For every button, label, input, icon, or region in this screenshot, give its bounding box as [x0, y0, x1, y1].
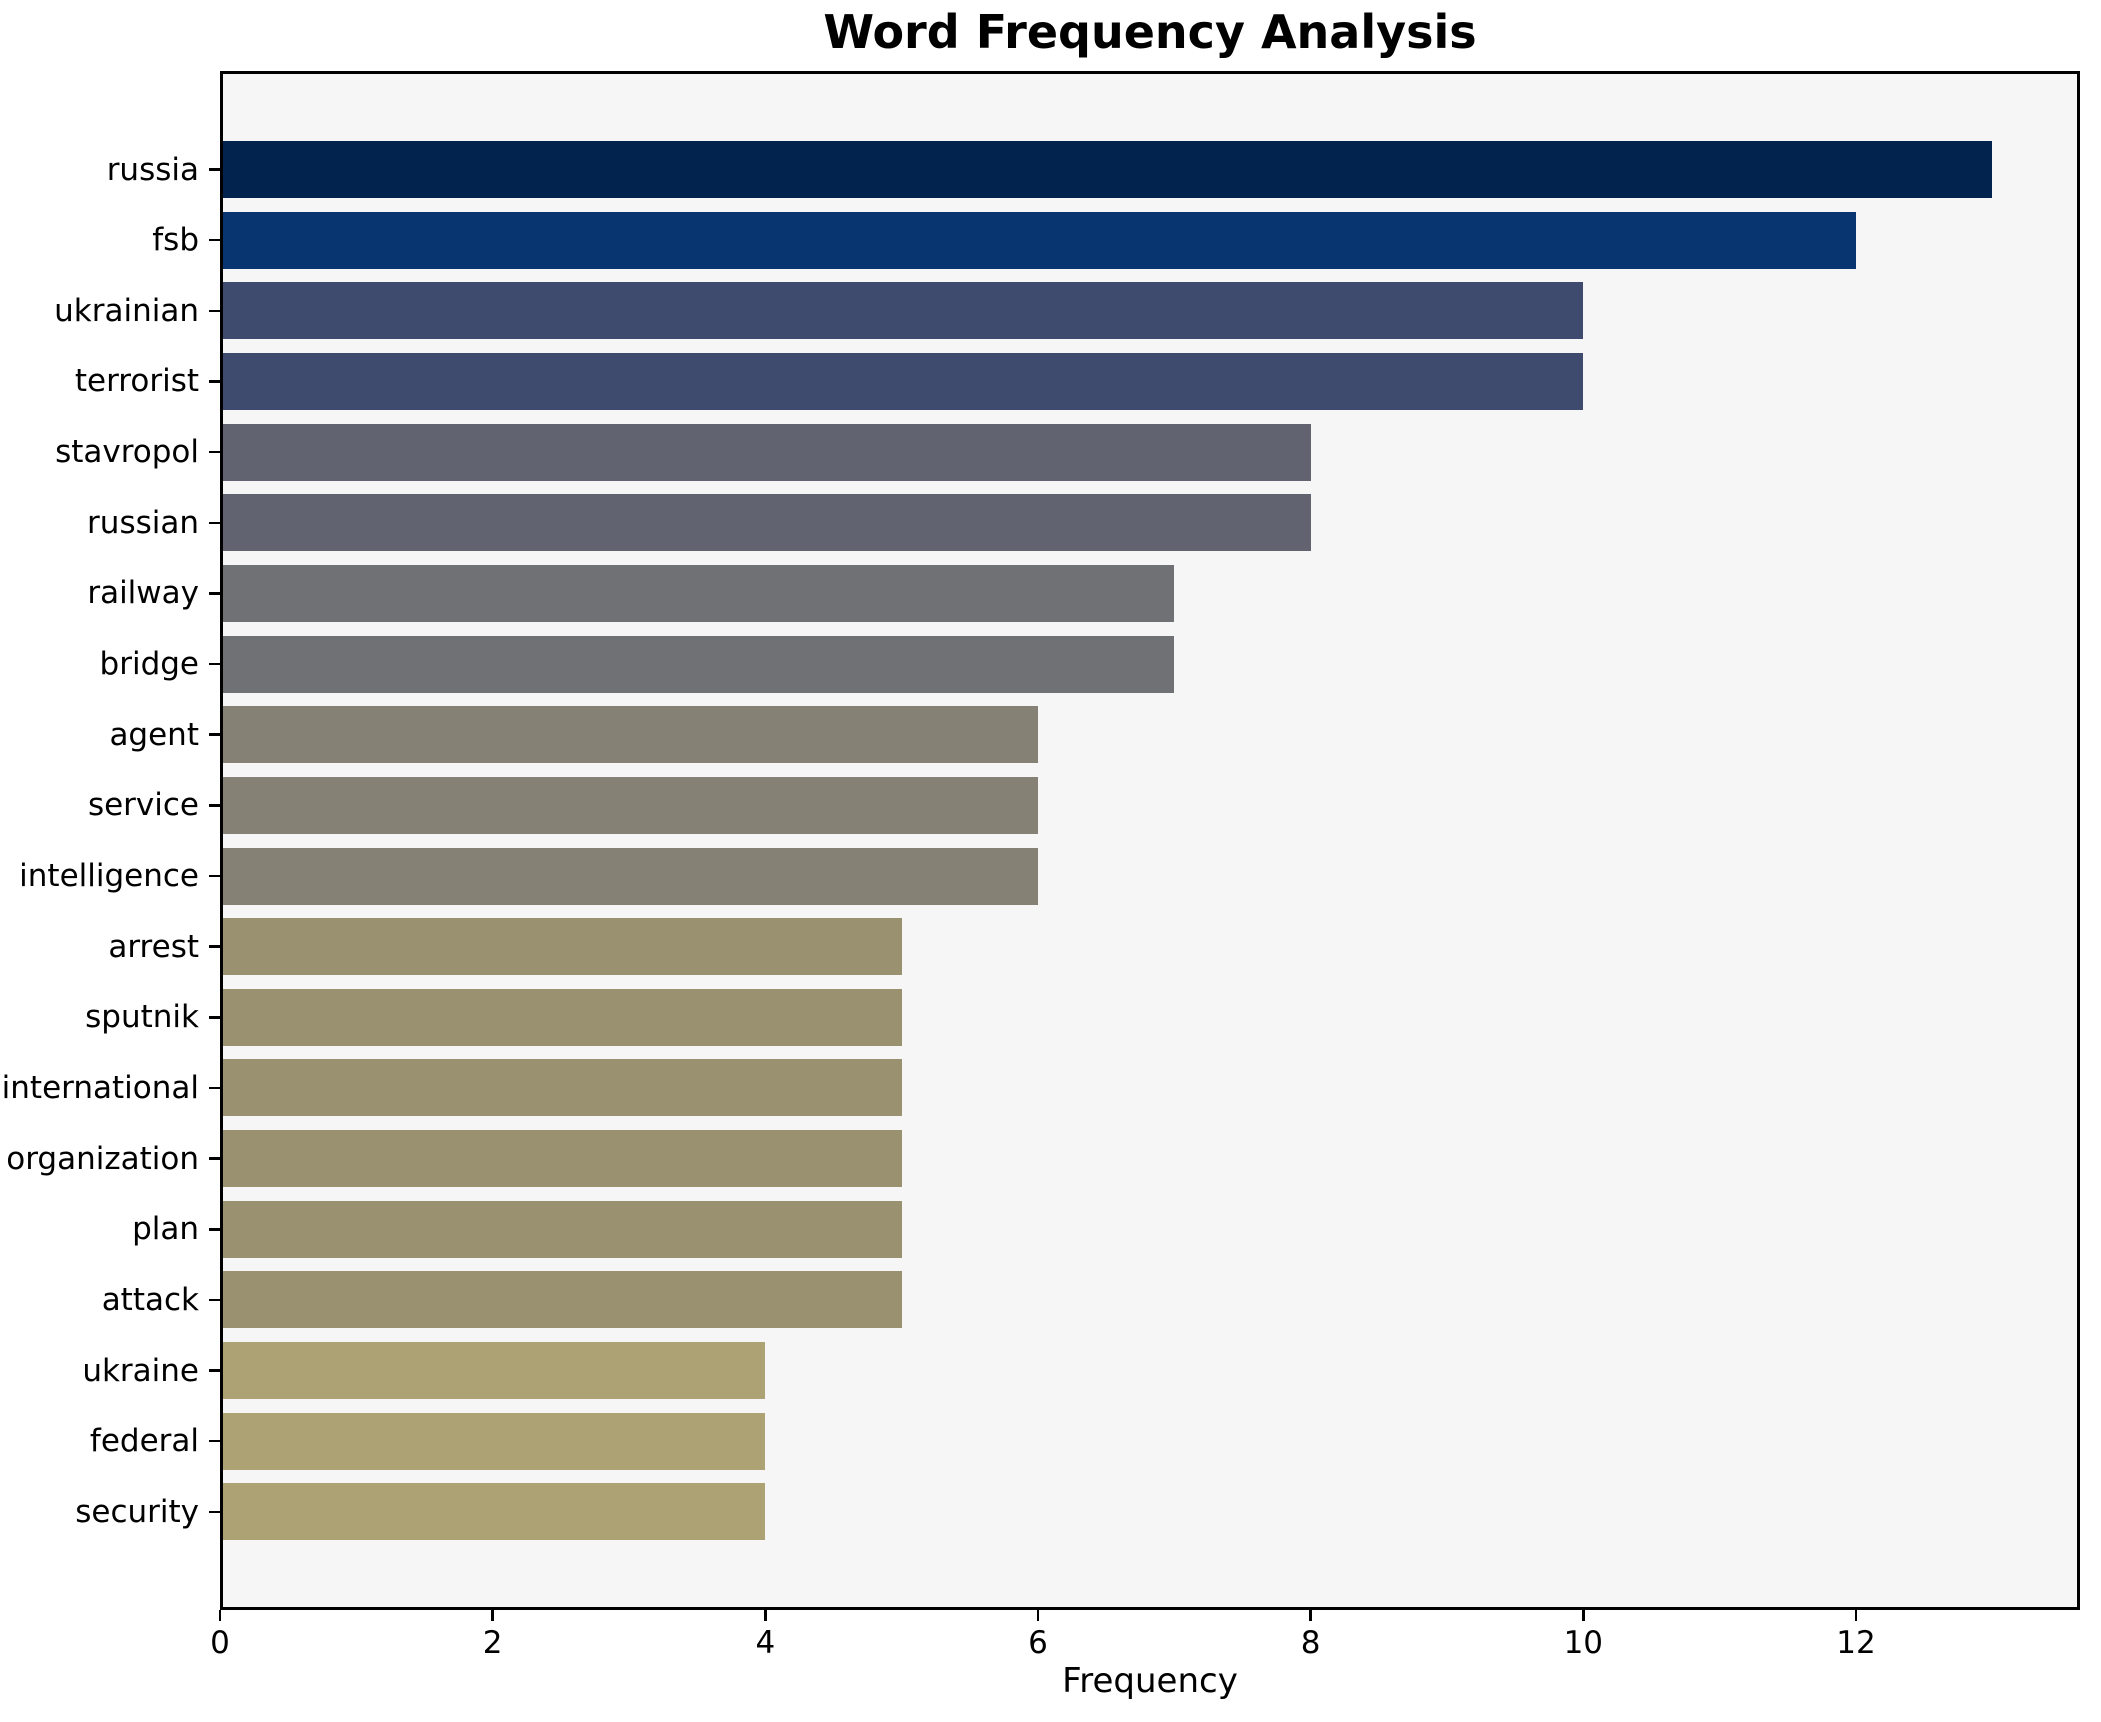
- y-tick-label-sputnik: sputnik: [85, 999, 199, 1036]
- x-tick-mark: [218, 1610, 222, 1621]
- bar-international: [223, 1059, 902, 1117]
- y-tick-mark: [209, 804, 220, 807]
- y-tick-label-bridge: bridge: [99, 646, 199, 683]
- x-tick-label-12: 12: [1836, 1625, 1876, 1661]
- y-tick-label-plan: plan: [132, 1211, 199, 1248]
- bar-plan: [223, 1200, 902, 1258]
- y-tick-label-ukraine: ukraine: [82, 1352, 199, 1389]
- y-tick-mark: [209, 450, 220, 454]
- y-tick-mark: [209, 168, 220, 171]
- y-tick-label-russian: russian: [87, 504, 199, 541]
- bar-service: [223, 776, 1038, 834]
- x-axis-label: Frequency: [1062, 1661, 1238, 1701]
- y-tick-mark: [209, 945, 220, 948]
- y-tick-mark: [209, 1510, 220, 1514]
- y-tick-label-railway: railway: [87, 575, 199, 612]
- y-tick-mark: [209, 1228, 220, 1231]
- y-tick-mark: [209, 1086, 220, 1090]
- bar-russia: [223, 141, 1993, 198]
- y-tick-label-fsb: fsb: [152, 222, 199, 259]
- y-tick-label-service: service: [87, 787, 199, 824]
- bar-organization: [223, 1130, 902, 1188]
- x-tick-label-10: 10: [1563, 1625, 1604, 1661]
- y-tick-label-federal: federal: [89, 1423, 199, 1460]
- bar-terrorist: [223, 352, 1584, 410]
- bar-stavropol: [223, 423, 1311, 481]
- x-tick-mark: [764, 1610, 767, 1621]
- x-tick-mark: [1309, 1610, 1312, 1621]
- bar-railway: [223, 564, 1175, 622]
- bar-sputnik: [223, 988, 902, 1046]
- y-tick-label-agent: agent: [109, 716, 199, 753]
- y-tick-mark: [209, 380, 220, 383]
- chart-title: Word Frequency Analysis: [823, 5, 1477, 59]
- y-tick-mark: [209, 238, 220, 242]
- bar-fsb: [223, 211, 1856, 269]
- y-tick-label-stavropol: stavropol: [55, 434, 199, 471]
- y-tick-mark: [209, 1016, 220, 1019]
- bar-ukraine: [223, 1342, 766, 1400]
- y-tick-mark: [209, 662, 220, 666]
- y-tick-mark: [209, 309, 220, 313]
- y-tick-label-terrorist: terrorist: [74, 363, 199, 400]
- x-tick-label-8: 8: [1300, 1625, 1321, 1661]
- x-tick-mark: [1854, 1610, 1858, 1621]
- bar-ukrainian: [223, 282, 1584, 340]
- bar-bridge: [223, 635, 1175, 693]
- bar-agent: [223, 706, 1038, 764]
- y-tick-mark: [209, 733, 220, 736]
- y-tick-mark: [209, 1157, 220, 1160]
- y-tick-label-security: security: [75, 1493, 199, 1530]
- bar-intelligence: [223, 847, 1038, 905]
- y-tick-label-arrest: arrest: [108, 928, 199, 965]
- y-tick-label-attack: attack: [101, 1281, 199, 1318]
- bar-federal: [223, 1412, 766, 1470]
- y-tick-label-intelligence: intelligence: [19, 858, 199, 894]
- bar-security: [223, 1483, 766, 1541]
- x-tick-label-2: 2: [482, 1625, 503, 1661]
- y-tick-label-organization: organization: [6, 1140, 199, 1177]
- x-tick-mark: [491, 1610, 494, 1621]
- y-tick-mark: [209, 1439, 220, 1443]
- x-tick-label-4: 4: [755, 1625, 776, 1661]
- bar-arrest: [223, 918, 902, 976]
- y-tick-label-international: international: [1, 1069, 199, 1106]
- y-tick-mark: [209, 874, 220, 878]
- y-tick-label-ukrainian: ukrainian: [54, 292, 199, 329]
- y-tick-label-russia: russia: [106, 151, 199, 188]
- x-tick-label-0: 0: [210, 1625, 230, 1661]
- bar-attack: [223, 1271, 902, 1329]
- x-tick-mark: [1582, 1610, 1585, 1621]
- bar-russian: [223, 494, 1311, 552]
- y-tick-mark: [209, 1298, 220, 1302]
- x-tick-label-6: 6: [1028, 1625, 1048, 1661]
- y-tick-mark: [209, 592, 220, 595]
- x-tick-mark: [1036, 1610, 1040, 1621]
- y-tick-mark: [209, 1369, 220, 1372]
- y-tick-mark: [209, 521, 220, 524]
